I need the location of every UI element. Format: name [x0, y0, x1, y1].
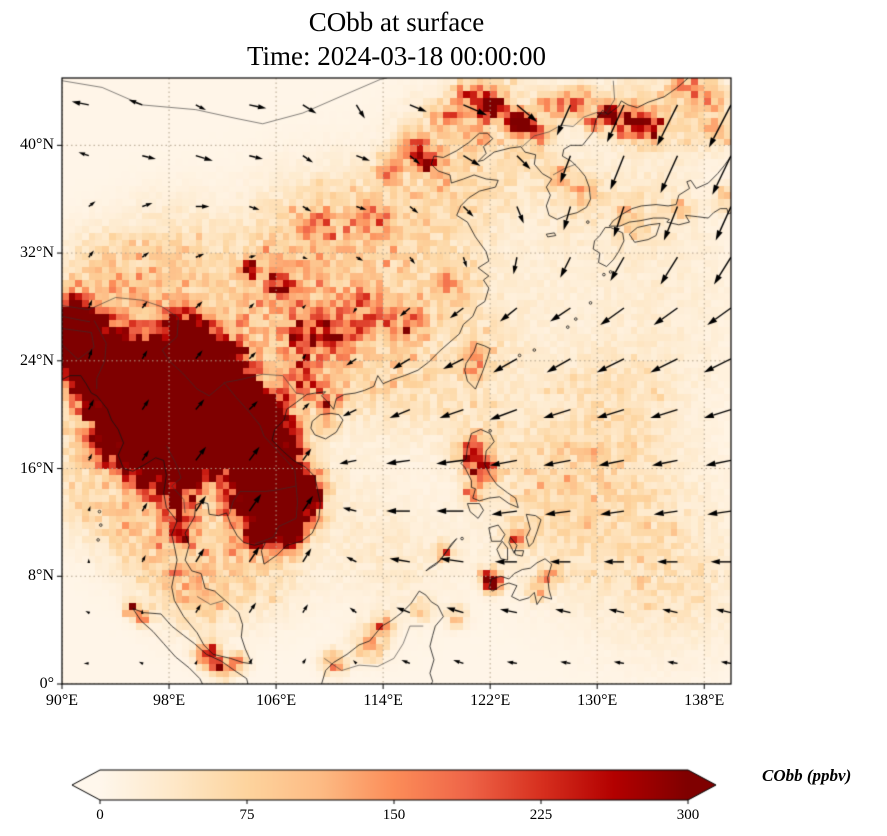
x-tick-114: 114°E — [363, 692, 403, 709]
colorbar-tick-300: 300 — [676, 807, 700, 823]
x-tick-106: 106°E — [255, 692, 297, 709]
x-tick-90: 90°E — [45, 692, 79, 709]
colorbar-tick-0: 0 — [96, 807, 104, 823]
x-tick-138: 138°E — [684, 692, 725, 709]
x-tick-98: 98°E — [152, 692, 186, 709]
x-tick-130: 130°E — [577, 692, 618, 709]
colorbar-tick-75: 75 — [239, 807, 255, 823]
y-tick-24: 24°N — [20, 351, 54, 369]
y-tick-8: 8°N — [28, 567, 54, 585]
y-tick-40: 40°N — [20, 136, 54, 154]
x-tick-122: 122°E — [470, 692, 511, 709]
colorbar-label: CObb (ppbv) — [762, 766, 852, 785]
chart-subtitle: Time: 2024-03-18 00:00:00 — [246, 41, 547, 71]
colorbar-tick-150: 150 — [382, 807, 406, 823]
colorbar-tick-225: 225 — [529, 807, 553, 823]
y-tick-0: 0° — [39, 675, 54, 692]
y-tick-16: 16°N — [20, 459, 54, 477]
chart-title: CObb at surface — [308, 7, 485, 37]
y-tick-32: 32°N — [20, 244, 54, 262]
